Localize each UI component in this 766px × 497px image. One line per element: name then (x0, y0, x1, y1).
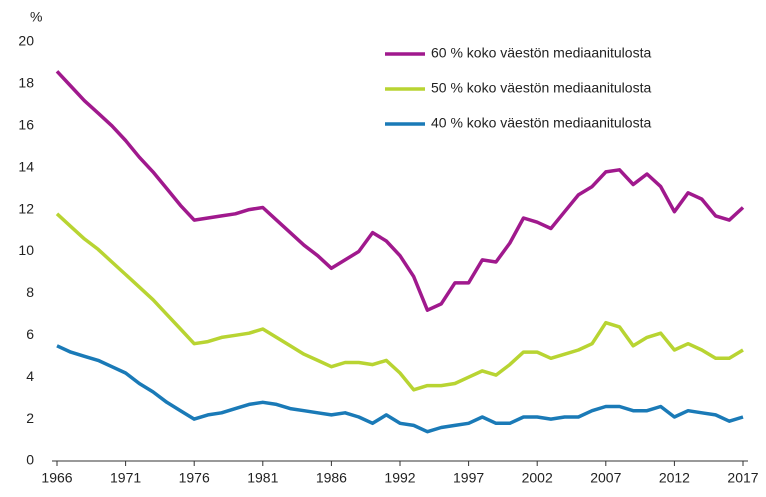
y-tick-label: 18 (18, 75, 34, 91)
x-tick-label: 2007 (590, 470, 621, 486)
series-line (55, 212, 744, 392)
x-tick-label: 1997 (453, 470, 484, 486)
series-line (55, 70, 745, 312)
x-tick-label: 1981 (247, 470, 278, 486)
legend-label: 60 % koko väestön mediaanitulosta (431, 45, 651, 61)
x-tick-label: 2002 (522, 470, 553, 486)
x-tick-label: 2012 (659, 470, 690, 486)
legend-label: 40 % koko väestön mediaanitulosta (431, 115, 651, 131)
x-tick-label: 1992 (384, 470, 415, 486)
series-line (56, 344, 744, 434)
y-tick-label: 2 (26, 410, 34, 426)
y-tick-label: 0 (26, 452, 34, 468)
y-tick-label: 10 (18, 242, 34, 258)
x-tick-label: 1976 (179, 470, 210, 486)
x-tick-label: 1971 (110, 470, 141, 486)
y-tick-label: 6 (26, 326, 34, 342)
y-tick-label: 14 (18, 158, 34, 174)
y-tick-label: 16 (18, 117, 34, 133)
x-tick-label: 1986 (316, 470, 347, 486)
y-axis-label: % (30, 9, 42, 25)
y-tick-label: 20 (18, 33, 34, 49)
y-tick-label: 8 (26, 284, 34, 300)
x-tick-label: 2017 (727, 470, 758, 486)
x-tick-label: 1966 (41, 470, 72, 486)
legend-label: 50 % koko väestön mediaanitulosta (431, 80, 651, 96)
y-tick-label: 4 (26, 368, 34, 384)
y-tick-label: 12 (18, 200, 34, 216)
